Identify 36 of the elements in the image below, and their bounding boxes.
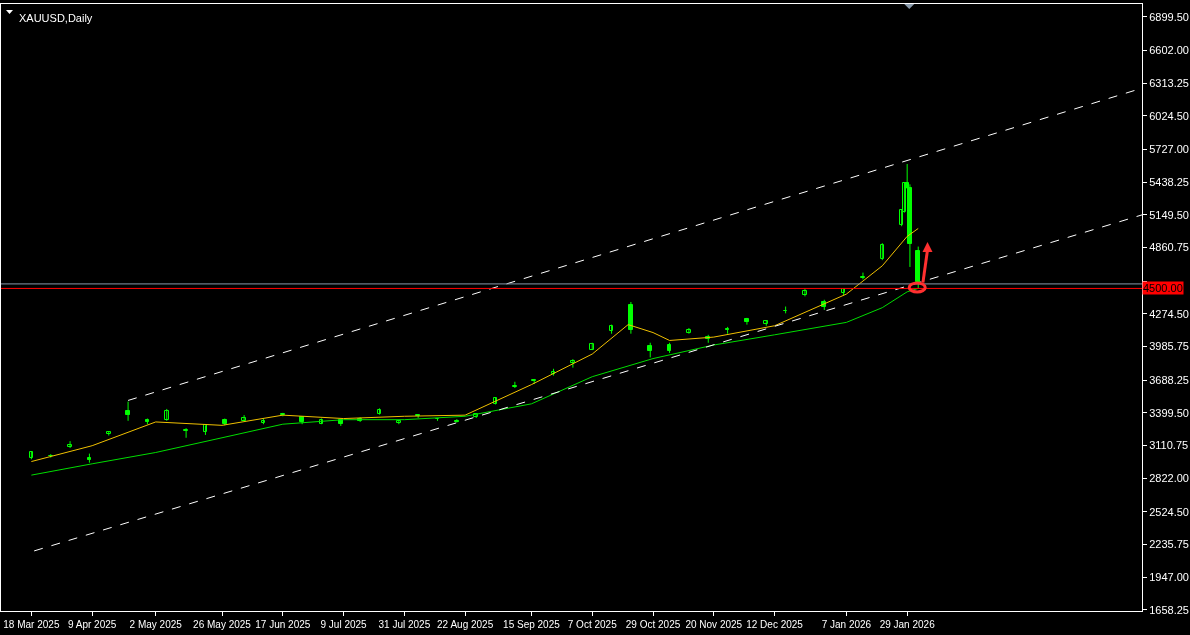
y-tick-label: 3110.75 — [1149, 439, 1189, 452]
ref-line-label: 4500.00 — [1143, 282, 1183, 294]
x-tick-label: 9 Apr 2025 — [67, 619, 117, 630]
x-tick-label: 22 Aug 2025 — [437, 619, 494, 630]
y-tick-label: 1947.00 — [1149, 571, 1189, 584]
x-tick-label: 15 Sep 2025 — [503, 619, 561, 630]
y-tick-label: 4860.75 — [1149, 241, 1189, 254]
y-tick-label: 2235.75 — [1149, 538, 1189, 551]
y-tick-label: 5727.00 — [1149, 143, 1189, 156]
x-tick-label: 20 Nov 2025 — [685, 619, 743, 630]
y-tick-label: 4274.50 — [1149, 307, 1189, 320]
line-series — [30, 227, 919, 463]
y-tick-label: 2822.00 — [1149, 472, 1189, 485]
y-tick-label: 3688.25 — [1149, 374, 1189, 387]
y-tick-label: 6602.00 — [1149, 44, 1189, 57]
y-tick-label: 5438.25 — [1149, 176, 1189, 189]
y-tick-label: 6024.50 — [1149, 109, 1189, 122]
x-tick-label: 29 Jan 2026 — [879, 619, 936, 630]
y-tick-label: 6899.50 — [1149, 10, 1189, 23]
y-tick-label: 3985.75 — [1149, 340, 1189, 353]
x-tick-label: 29 Oct 2025 — [625, 619, 681, 630]
y-tick-label: 3399.50 — [1149, 406, 1189, 419]
y-tick-label: 1658.25 — [1149, 603, 1189, 616]
y-tick-label: 5149.50 — [1149, 208, 1189, 221]
x-tick-label: 26 May 2025 — [193, 619, 252, 630]
x-tick-label: 12 Dec 2025 — [746, 619, 804, 630]
x-tick-label: 7 Jan 2026 — [821, 619, 872, 630]
text: XAUUSD,Daily — [19, 12, 93, 24]
y-tick-label: 2524.50 — [1149, 505, 1189, 518]
x-tick-label: 9 Jul 2025 — [320, 619, 368, 630]
x-tick-label: 31 Jul 2025 — [378, 619, 431, 630]
x-tick-label: 2 May 2025 — [129, 619, 183, 630]
y-tick-label: 6313.25 — [1149, 77, 1189, 90]
x-tick-label: 17 Jun 2025 — [255, 619, 311, 630]
x-tick-label: 7 Oct 2025 — [567, 619, 618, 630]
x-tick-label: 18 Mar 2025 — [3, 619, 60, 630]
